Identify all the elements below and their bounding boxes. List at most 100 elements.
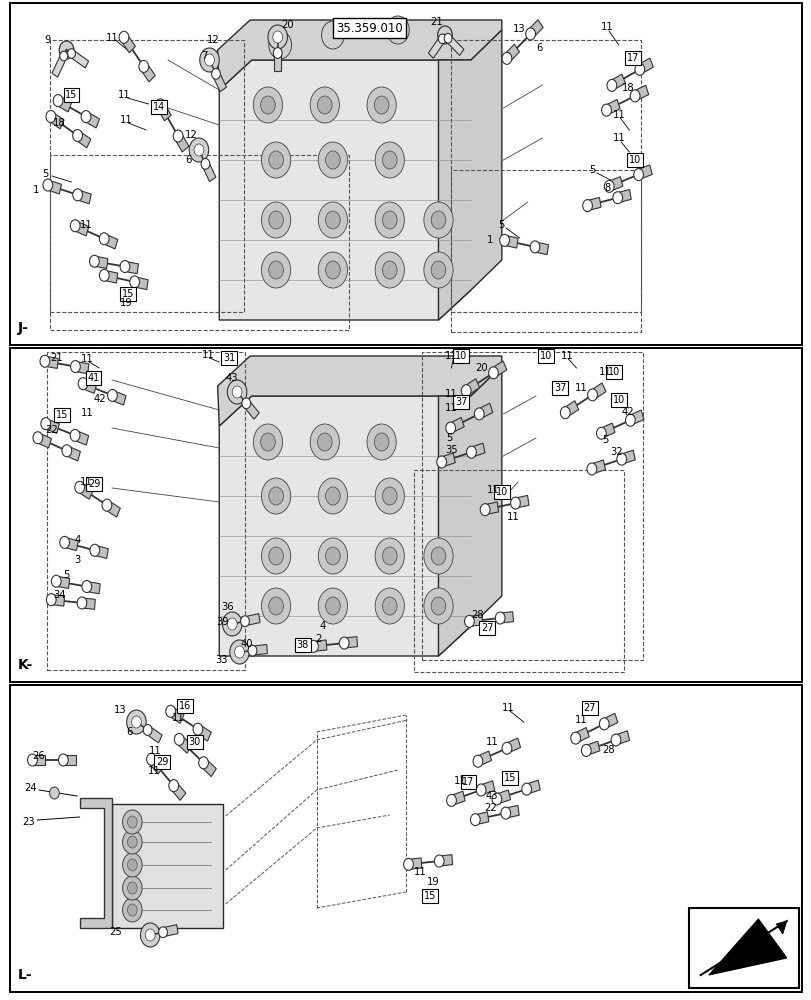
Polygon shape <box>602 713 617 729</box>
Circle shape <box>423 252 453 288</box>
Circle shape <box>308 640 318 652</box>
Text: 11: 11 <box>81 408 94 418</box>
Circle shape <box>491 793 501 805</box>
Circle shape <box>253 87 282 123</box>
Text: 11: 11 <box>105 33 118 43</box>
Circle shape <box>434 855 444 867</box>
Circle shape <box>99 269 109 281</box>
Circle shape <box>268 597 283 615</box>
Circle shape <box>40 355 49 367</box>
Circle shape <box>71 361 80 373</box>
Polygon shape <box>464 379 479 395</box>
Text: 22: 22 <box>45 425 58 435</box>
Polygon shape <box>504 44 519 62</box>
Text: 11: 11 <box>172 713 185 723</box>
Circle shape <box>499 234 508 246</box>
Polygon shape <box>633 85 648 101</box>
Text: 19: 19 <box>427 877 440 887</box>
Circle shape <box>268 261 283 279</box>
Polygon shape <box>63 755 76 765</box>
Polygon shape <box>169 707 184 723</box>
Polygon shape <box>599 423 614 438</box>
Polygon shape <box>438 30 501 320</box>
Circle shape <box>248 645 256 656</box>
Circle shape <box>58 754 68 766</box>
Circle shape <box>194 144 204 156</box>
Text: 38: 38 <box>296 640 309 650</box>
Text: 1: 1 <box>32 185 39 195</box>
Text: 21: 21 <box>430 17 443 27</box>
Polygon shape <box>573 727 589 743</box>
Circle shape <box>318 202 347 238</box>
Polygon shape <box>170 782 186 800</box>
Circle shape <box>232 386 242 398</box>
Circle shape <box>261 202 290 238</box>
Polygon shape <box>195 725 211 741</box>
Polygon shape <box>445 35 463 55</box>
Polygon shape <box>637 58 653 74</box>
Text: 6: 6 <box>535 43 542 53</box>
Circle shape <box>189 138 208 162</box>
Text: 8: 8 <box>603 183 610 193</box>
Circle shape <box>382 597 397 615</box>
Polygon shape <box>491 361 506 377</box>
Circle shape <box>375 142 404 178</box>
Polygon shape <box>202 162 216 182</box>
Circle shape <box>268 487 283 505</box>
Polygon shape <box>484 502 498 515</box>
Polygon shape <box>157 102 171 121</box>
Circle shape <box>423 538 453 574</box>
Polygon shape <box>274 53 281 71</box>
Circle shape <box>587 389 597 401</box>
Circle shape <box>62 445 71 457</box>
Text: 11: 11 <box>612 133 625 143</box>
Text: 31: 31 <box>222 353 235 363</box>
Circle shape <box>71 220 80 232</box>
Polygon shape <box>32 755 45 765</box>
Circle shape <box>127 882 137 894</box>
Polygon shape <box>629 410 643 425</box>
Circle shape <box>122 810 142 834</box>
Circle shape <box>70 429 79 441</box>
Circle shape <box>382 211 397 229</box>
Polygon shape <box>45 356 58 368</box>
Circle shape <box>222 612 242 636</box>
Circle shape <box>77 597 87 609</box>
Circle shape <box>46 594 56 606</box>
Circle shape <box>560 407 569 419</box>
Circle shape <box>437 26 452 44</box>
Text: 5: 5 <box>63 570 70 580</box>
Polygon shape <box>162 925 178 937</box>
Polygon shape <box>614 731 629 745</box>
Circle shape <box>268 151 283 169</box>
Circle shape <box>601 104 611 116</box>
Text: 18: 18 <box>53 118 66 128</box>
Circle shape <box>367 424 396 460</box>
Circle shape <box>122 898 142 922</box>
Text: 43: 43 <box>485 791 497 801</box>
Polygon shape <box>70 50 88 68</box>
Circle shape <box>325 547 340 565</box>
Polygon shape <box>104 270 118 283</box>
Circle shape <box>582 200 592 212</box>
Circle shape <box>530 241 539 253</box>
Circle shape <box>446 794 456 806</box>
Circle shape <box>122 830 142 854</box>
Text: L-: L- <box>18 968 32 982</box>
Polygon shape <box>82 379 97 393</box>
Circle shape <box>127 836 137 848</box>
Text: 17: 17 <box>626 53 639 63</box>
Circle shape <box>140 923 160 947</box>
Circle shape <box>165 705 175 717</box>
Text: 3: 3 <box>75 555 81 565</box>
Circle shape <box>382 547 397 565</box>
Circle shape <box>173 130 182 142</box>
Text: 5: 5 <box>589 165 595 175</box>
Circle shape <box>375 588 404 624</box>
Polygon shape <box>105 501 120 517</box>
Circle shape <box>212 68 220 79</box>
Circle shape <box>310 424 339 460</box>
Circle shape <box>317 433 332 451</box>
Circle shape <box>374 96 388 114</box>
Circle shape <box>127 859 137 871</box>
